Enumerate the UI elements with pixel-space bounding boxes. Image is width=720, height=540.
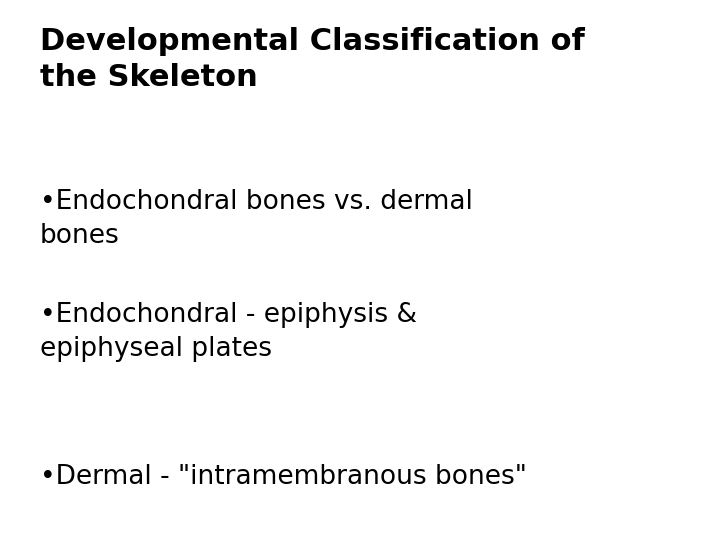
Text: •Endochondral bones vs. dermal
bones: •Endochondral bones vs. dermal bones	[40, 189, 472, 249]
Text: •Endochondral - epiphysis &
epiphyseal plates: •Endochondral - epiphysis & epiphyseal p…	[40, 302, 417, 362]
Text: •Dermal - "intramembranous bones": •Dermal - "intramembranous bones"	[40, 464, 526, 490]
Text: Developmental Classification of
the Skeleton: Developmental Classification of the Skel…	[40, 27, 585, 92]
